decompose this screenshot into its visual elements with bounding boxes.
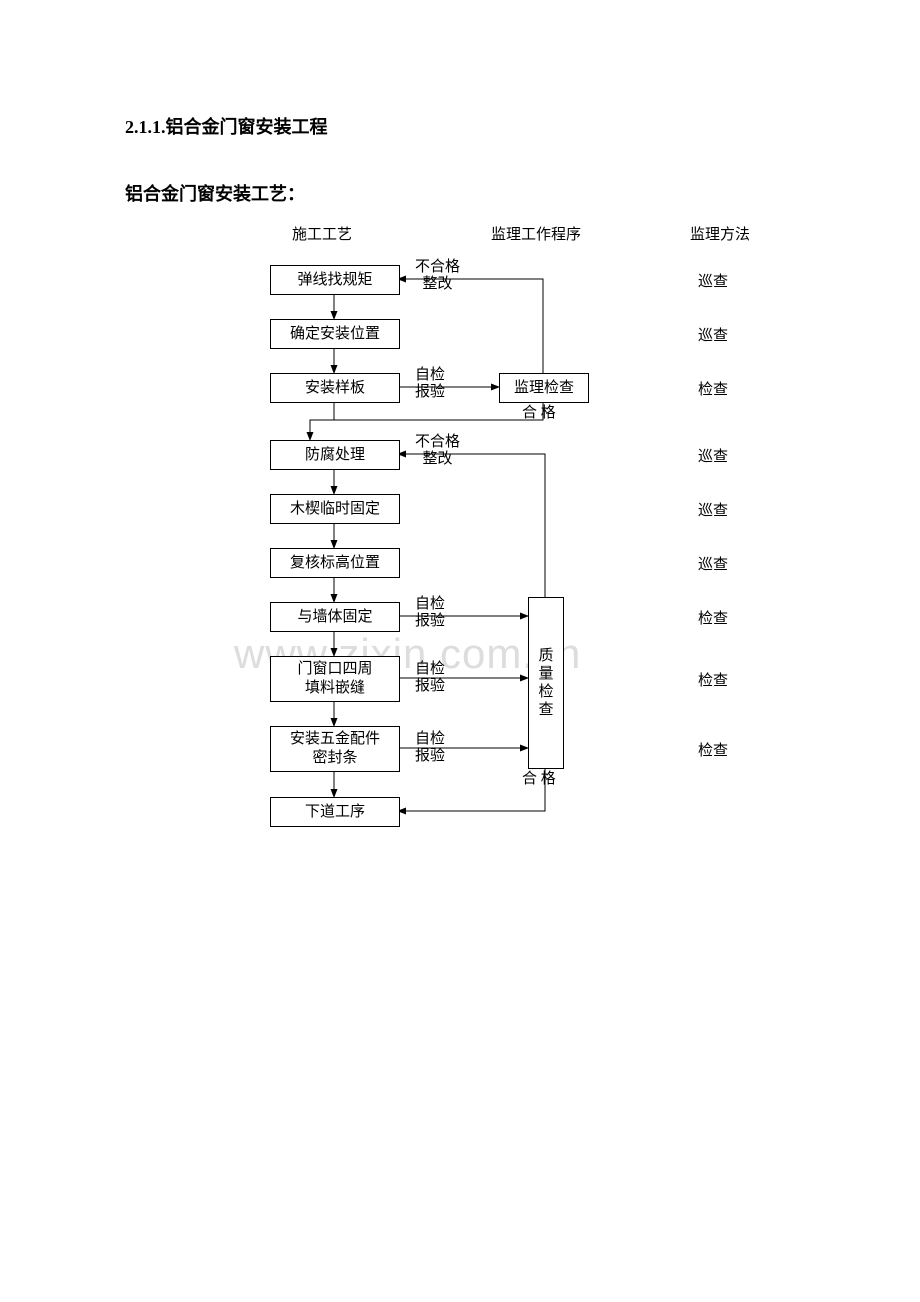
method-1: 巡查 <box>698 324 728 345</box>
subtitle: 铝合金门窗安装工艺： <box>125 180 305 206</box>
node-qc: 质 量 检 查 <box>528 597 564 769</box>
label-self2: 自检 报验 <box>415 596 445 631</box>
node-n6: 复核标高位置 <box>270 548 400 578</box>
node-n9: 安装五金配件 密封条 <box>270 726 400 772</box>
section-heading: 2.1.1.铝合金门窗安装工程 <box>125 113 328 139</box>
label-pass2: 合 格 <box>522 771 556 788</box>
node-n1: 弹线找规矩 <box>270 265 400 295</box>
method-8: 检查 <box>698 739 728 760</box>
node-n4: 防腐处理 <box>270 440 400 470</box>
col-method: 监理方法 <box>690 223 750 244</box>
method-3: 巡查 <box>698 445 728 466</box>
method-7: 检查 <box>698 669 728 690</box>
edge-qc-up-n4 <box>398 454 545 597</box>
node-sc1: 监理检查 <box>499 373 589 403</box>
method-5: 巡查 <box>698 553 728 574</box>
node-n7: 与墙体固定 <box>270 602 400 632</box>
method-4: 巡查 <box>698 499 728 520</box>
node-n8: 门窗口四周 填料嵌缝 <box>270 656 400 702</box>
label-self4: 自检 报验 <box>415 731 445 766</box>
node-n3: 安装样板 <box>270 373 400 403</box>
col-proc: 施工工艺 <box>292 223 352 244</box>
method-6: 检查 <box>698 607 728 628</box>
node-n5: 木楔临时固定 <box>270 494 400 524</box>
page: www.zixin.com.cn 2.1.1.铝合金门窗安装工程 铝合金门窗安装… <box>0 0 920 1302</box>
method-0: 巡查 <box>698 270 728 291</box>
label-fail2: 不合格 整改 <box>415 434 460 469</box>
node-n10: 下道工序 <box>270 797 400 827</box>
label-self3: 自检 报验 <box>415 661 445 696</box>
node-n2: 确定安装位置 <box>270 319 400 349</box>
label-self1: 自检 报验 <box>415 367 445 402</box>
label-pass1: 合 格 <box>522 405 556 422</box>
col-super: 监理工作程序 <box>491 223 581 244</box>
method-2: 检查 <box>698 378 728 399</box>
label-fail1: 不合格 整改 <box>415 259 460 294</box>
